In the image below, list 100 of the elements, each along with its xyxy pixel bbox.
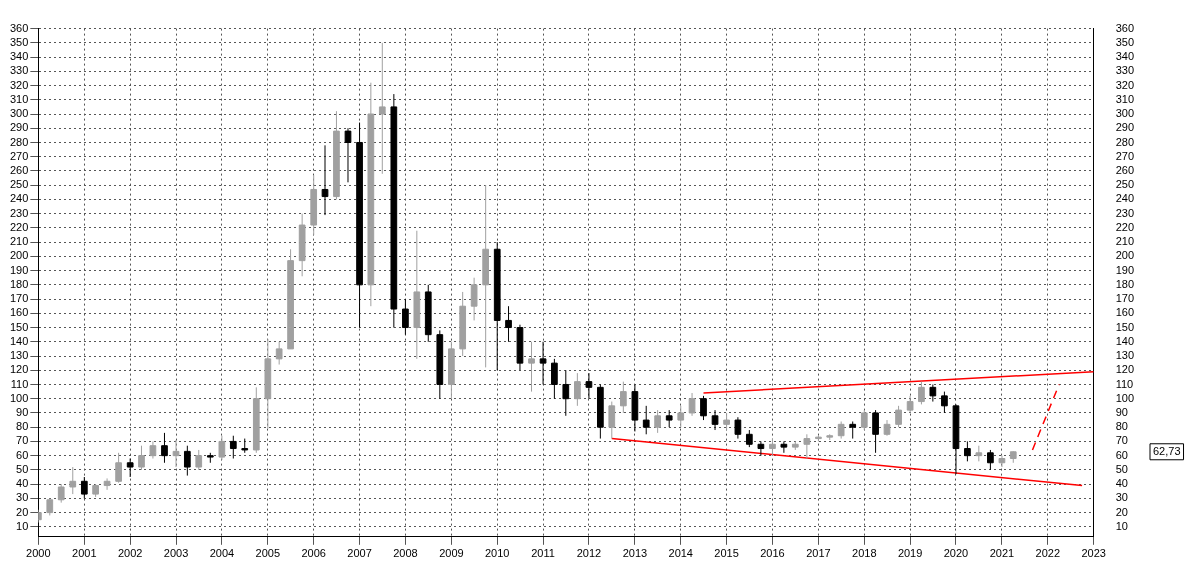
y-tick-label: 200	[9, 249, 29, 262]
x-tick-label: 2006	[301, 547, 326, 560]
candlestick	[872, 409, 879, 454]
y2-tick-label: 290	[1115, 121, 1135, 134]
x-tick-label: 2016	[760, 547, 785, 560]
x-tick-label: 2002	[117, 547, 143, 560]
y2-tick-label: 200	[1115, 249, 1135, 262]
y2-tick-label: 210	[1115, 235, 1135, 248]
candlestick	[138, 445, 145, 471]
y-tick-label: 180	[9, 277, 29, 290]
y2-tick-label: 330	[1115, 64, 1135, 77]
y-tick-label: 30	[16, 491, 29, 504]
y2-tick-label: 80	[1115, 420, 1128, 433]
y2-tick-label: 170	[1115, 292, 1135, 305]
y2-tick-label: 240	[1115, 192, 1135, 205]
y2-tick-label: 280	[1115, 135, 1135, 148]
x-tick-label: 2001	[72, 547, 97, 560]
y-tick-label: 360	[9, 21, 29, 34]
x-tick-label: 2021	[989, 547, 1015, 560]
y2-tick-label: 180	[1115, 277, 1135, 290]
y2-tick-label: 90	[1115, 405, 1128, 418]
candlestick	[654, 409, 661, 434]
y2-tick-label: 260	[1115, 163, 1135, 176]
y-tick-label: 150	[9, 320, 29, 333]
x-tick-label: 2011	[531, 547, 555, 560]
y2-tick-label: 10	[1115, 519, 1128, 532]
y-tick-label: 310	[9, 92, 29, 105]
y2-tick-label: 250	[1115, 178, 1135, 191]
y2-tick-label: 310	[1115, 92, 1135, 105]
y2-tick-label: 60	[1115, 448, 1128, 461]
y2-tick-label: 360	[1115, 21, 1135, 34]
y2-tick-label: 270	[1115, 149, 1135, 162]
x-tick-label: 2020	[943, 547, 969, 560]
y2-tick-label: 120	[1115, 363, 1135, 376]
y-tick-label: 40	[16, 477, 29, 490]
y-tick-label: 50	[16, 462, 29, 475]
y-tick-label: 80	[16, 420, 29, 433]
y2-tick-label: 220	[1115, 220, 1135, 233]
y2-tick-label: 230	[1115, 206, 1135, 219]
x-tick-label: 2023	[1081, 547, 1106, 560]
y2-tick-label: 100	[1115, 391, 1135, 404]
y-tick-label: 190	[9, 263, 29, 276]
y2-tick-label: 20	[1115, 505, 1128, 518]
x-tick-label: 2003	[163, 547, 189, 560]
y2-tick-label: 110	[1115, 377, 1134, 390]
y-tick-label: 280	[9, 135, 29, 148]
y2-tick-label: 160	[1115, 306, 1135, 319]
y-tick-label: 290	[9, 121, 29, 134]
x-tick-label: 2005	[255, 547, 281, 560]
x-tick-label: 2010	[484, 547, 510, 560]
y2-tick-label: 130	[1115, 349, 1135, 362]
y2-tick-label: 30	[1115, 491, 1128, 504]
y-tick-label: 160	[9, 306, 29, 319]
x-tick-label: 2012	[576, 547, 602, 560]
y2-tick-label: 190	[1115, 263, 1135, 276]
candlestick	[528, 341, 535, 393]
x-tick-label: 2004	[209, 547, 235, 560]
candlestick	[115, 452, 122, 484]
y2-tick-label: 150	[1115, 320, 1135, 333]
y-tick-label: 320	[9, 78, 29, 91]
y-tick-label: 70	[16, 434, 29, 447]
y-tick-label: 350	[9, 35, 29, 48]
y-tick-label: 260	[9, 163, 29, 176]
y2-tick-label: 50	[1115, 462, 1128, 475]
y-tick-label: 20	[16, 505, 29, 518]
y2-tick-label: 70	[1115, 434, 1128, 447]
y2-tick-label: 350	[1115, 35, 1135, 48]
y-tick-label: 210	[9, 235, 29, 248]
y-tick-label: 90	[16, 405, 29, 418]
x-tick-label: 2022	[1035, 547, 1061, 560]
y-tick-label: 270	[9, 149, 29, 162]
y2-tick-label: 40	[1115, 477, 1128, 490]
y-tick-label: 170	[9, 292, 29, 305]
y-tick-label: 10	[16, 519, 29, 532]
x-tick-label: 2000	[26, 547, 51, 560]
y-tick-label: 230	[9, 206, 29, 219]
y-tick-label: 100	[9, 391, 29, 404]
y2-tick-label: 300	[1115, 107, 1135, 120]
y-tick-label: 110	[10, 377, 29, 390]
y-tick-label: 300	[9, 107, 29, 120]
x-tick-label: 2013	[622, 547, 648, 560]
x-tick-label: 2015	[714, 547, 739, 560]
x-tick-label: 2017	[806, 547, 831, 560]
y-tick-label: 220	[9, 220, 29, 233]
y-tick-label: 240	[9, 192, 29, 205]
y2-tick-label: 340	[1115, 50, 1135, 63]
x-tick-label: 2007	[347, 547, 372, 560]
x-tick-label: 2018	[852, 547, 877, 560]
y-tick-label: 340	[9, 50, 29, 63]
x-tick-label: 2014	[668, 547, 693, 560]
y-tick-label: 130	[9, 349, 29, 362]
y-tick-label: 120	[9, 363, 29, 376]
x-tick-label: 2009	[439, 547, 464, 560]
x-tick-label: 2019	[897, 547, 923, 560]
y-tick-label: 140	[9, 334, 29, 347]
y2-tick-label: 140	[1115, 334, 1135, 347]
x-tick-label: 2008	[393, 547, 418, 560]
y-tick-label: 330	[9, 64, 29, 77]
text: 62,73	[1153, 444, 1181, 457]
y-tick-label: 60	[16, 448, 29, 461]
